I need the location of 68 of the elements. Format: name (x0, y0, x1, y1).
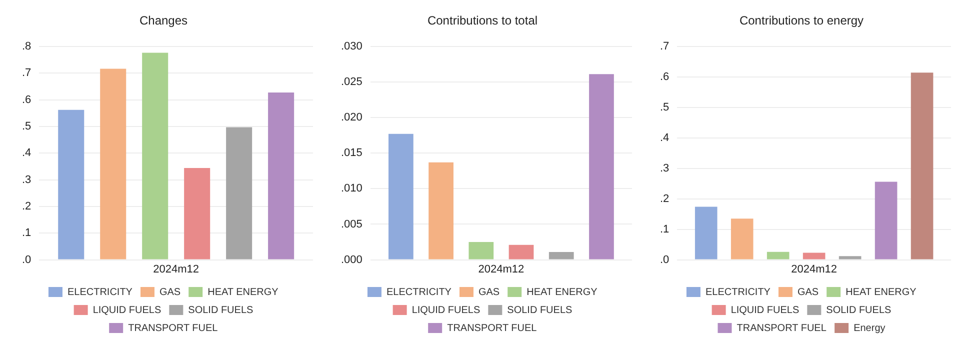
y-tick-label: .6 (660, 70, 670, 83)
bar (694, 206, 718, 260)
x-tick-label: 2024m12 (791, 263, 838, 276)
legend-label: HEAT ENERGY (208, 286, 279, 298)
y-tick-label: .0 (22, 254, 32, 266)
legend-label: GAS (478, 286, 500, 298)
bar (428, 162, 454, 260)
bar (58, 110, 84, 260)
y-tick-label: .010 (340, 182, 362, 195)
legend-label: TRANSPORT FUEL (447, 322, 538, 334)
y-tick-label: .4 (22, 147, 32, 160)
legend-label: HEAT ENERGY (526, 286, 598, 298)
legend-label: ELECTRICITY (67, 286, 133, 298)
bar (184, 168, 210, 260)
legend-label: SOLID FUELS (507, 304, 573, 316)
y-tick-label: .5 (22, 120, 32, 132)
y-tick-label: .2 (660, 192, 670, 205)
legend-label: GAS (159, 286, 181, 298)
y-tick-label: .1 (22, 227, 32, 240)
legend-label: LIQUID FUELS (730, 304, 800, 316)
legend-label: LIQUID FUELS (92, 304, 162, 316)
y-tick-label: .3 (22, 174, 32, 186)
bar (910, 72, 934, 260)
bar (874, 182, 898, 260)
y-tick-label: .7 (22, 67, 32, 80)
legend-label: LIQUID FUELS (412, 304, 480, 316)
legend-label: SOLID FUELS (826, 304, 892, 316)
bar (142, 52, 168, 260)
bar (268, 92, 294, 260)
y-tick-label: .2 (22, 200, 32, 212)
x-tick-label: 2024m12 (478, 263, 524, 276)
y-tick-label: .015 (340, 147, 362, 160)
bar (766, 252, 790, 260)
bar (508, 244, 534, 260)
bar (838, 256, 862, 260)
bar (589, 74, 614, 260)
legend-label: TRANSPORT FUEL (128, 322, 218, 334)
bar (802, 252, 826, 260)
bar (468, 242, 494, 260)
y-tick-label: .3 (660, 162, 670, 174)
bar (226, 127, 252, 260)
chart-title: Contributions to total (427, 14, 538, 28)
y-tick-label: .025 (340, 76, 362, 88)
y-tick-label: .0 (660, 254, 670, 266)
chart-title: Changes (139, 14, 188, 28)
bar (730, 218, 754, 260)
y-tick-label: .7 (660, 40, 670, 52)
y-tick-label: .6 (22, 94, 32, 106)
bar (548, 252, 574, 260)
y-tick-label: .8 (22, 40, 32, 52)
chart-title: Contributions to energy (739, 14, 864, 28)
y-tick-label: .030 (340, 40, 362, 52)
x-tick-label: 2024m12 (153, 263, 200, 276)
legend-label: SOLID FUELS (188, 304, 254, 316)
legend-label: GAS (797, 286, 819, 298)
bar (100, 68, 126, 260)
legend-label: Energy (854, 322, 886, 334)
y-tick-label: .000 (340, 254, 362, 266)
legend-label: ELECTRICITY (386, 286, 452, 298)
bar (388, 134, 414, 260)
legend-label: TRANSPORT FUEL (736, 322, 827, 334)
y-tick-label: .005 (340, 218, 362, 230)
legend-label: HEAT ENERGY (846, 286, 917, 298)
y-tick-label: .1 (660, 223, 670, 236)
y-tick-label: .5 (660, 101, 670, 114)
legend-label: ELECTRICITY (705, 286, 771, 298)
y-tick-label: .4 (660, 132, 670, 144)
y-tick-label: .020 (340, 112, 362, 124)
